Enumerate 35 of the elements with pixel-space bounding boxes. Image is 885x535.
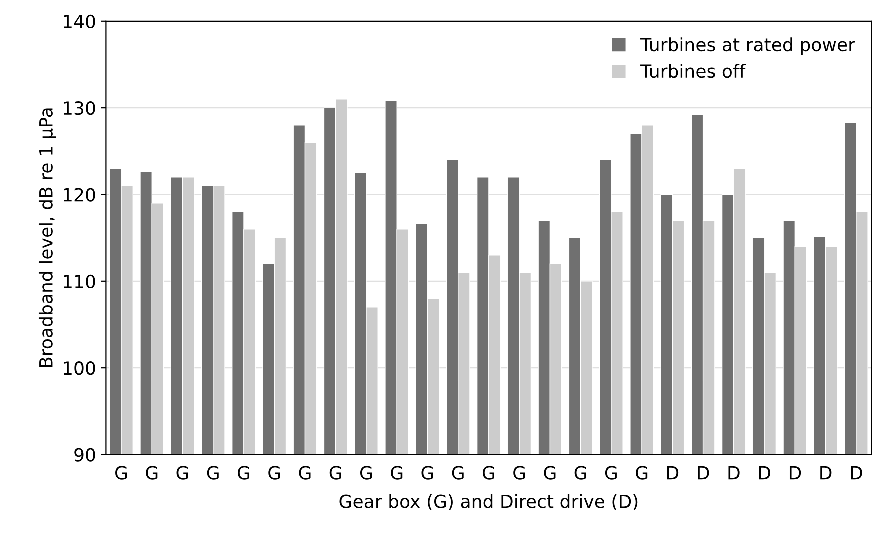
x-tick-label: D xyxy=(820,466,832,480)
x-tick-label: G xyxy=(452,466,464,480)
legend-label: Turbines at rated power xyxy=(640,38,856,56)
x-tick-label: G xyxy=(207,466,219,480)
x-tick-label: D xyxy=(851,466,862,480)
x-tick-label: G xyxy=(268,466,280,480)
x-tick-label: G xyxy=(422,466,434,480)
x-tick-label: G xyxy=(482,466,494,480)
x-tick-label: G xyxy=(146,466,158,480)
x-tick-label: G xyxy=(299,466,311,480)
x-tick-label: D xyxy=(668,466,679,480)
x-tick-label: D xyxy=(728,466,740,480)
x-tick-label: G xyxy=(391,466,403,480)
y-tick-label: 130 xyxy=(64,102,96,116)
x-tick-label: G xyxy=(514,466,526,480)
x-tick-label: G xyxy=(176,466,188,480)
y-tick-label: 140 xyxy=(64,14,96,29)
x-tick-label: D xyxy=(759,466,770,480)
x-tick-label: G xyxy=(116,466,128,480)
y-tick-label: 100 xyxy=(64,362,96,376)
x-tick-label: G xyxy=(605,466,617,480)
y-axis-title: Broadband level, dB re 1 μPa xyxy=(38,108,56,368)
x-axis-title: Gear box (G) and Direct drive (D) xyxy=(340,494,638,511)
y-tick-label: 120 xyxy=(64,188,96,202)
x-tick-label: G xyxy=(330,466,342,480)
x-tick-label: D xyxy=(698,466,710,480)
legend-label: Turbines off xyxy=(640,64,746,78)
y-tick-label: 110 xyxy=(64,274,96,289)
x-tick-label: D xyxy=(790,466,802,480)
x-tick-label: G xyxy=(360,466,372,480)
x-tick-label: G xyxy=(574,466,586,480)
x-tick-label: G xyxy=(238,466,250,480)
x-tick-label: G xyxy=(544,466,556,480)
y-tick-label: 90 xyxy=(74,448,96,462)
x-tick-label: G xyxy=(636,466,648,480)
